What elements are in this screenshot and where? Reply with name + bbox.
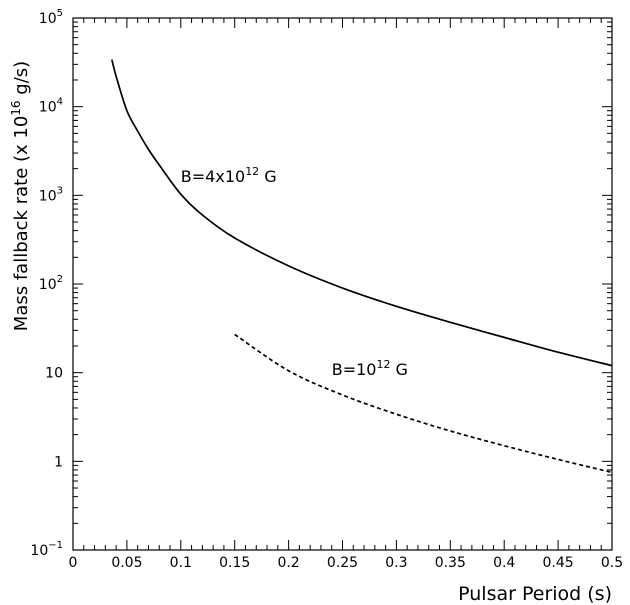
- y-tick-labels: 10−1 1 10 102 103 104 105: [30, 8, 63, 559]
- x-tick-labels: 0 0.05 0.1 0.15 0.2 0.25 0.3 0.35 0.4 0.45 0.5: [69, 555, 624, 571]
- annotation-b4e12: B=4x1012 G: [181, 165, 277, 186]
- x-tick-label: 0: [69, 555, 78, 571]
- y-axis-title: Mass fallback rate (x 1016 g/s): [9, 61, 32, 331]
- x-tick-label: 0.35: [435, 555, 466, 571]
- annotation-b1e12: B=1012 G: [332, 358, 408, 379]
- y-tick-label: 10−1: [30, 540, 63, 559]
- y-axis-title-suffix: g/s): [11, 61, 32, 101]
- y-tick-label: 103: [39, 185, 63, 204]
- series-layer: [112, 60, 612, 473]
- y-tick-label: 104: [39, 97, 63, 116]
- x-tick-label: 0.1: [170, 555, 192, 571]
- plot-frame: [73, 18, 612, 550]
- x-tick-label: 0.05: [111, 555, 142, 571]
- x-tick-label: 0.4: [493, 555, 515, 571]
- y-tick-label: 10: [45, 366, 63, 382]
- x-tick-label: 0.45: [543, 555, 574, 571]
- x-tick-label: 0.2: [277, 555, 299, 571]
- y-tick-label: 1: [54, 454, 63, 470]
- axis-ticks: [73, 18, 612, 550]
- y-axis-title-prefix: Mass fallback rate (x 10: [11, 116, 32, 332]
- x-tick-label: 0.25: [327, 555, 358, 571]
- x-tick-label: 0.3: [385, 555, 407, 571]
- x-tick-label: 0.15: [219, 555, 250, 571]
- y-axis-title-exponent: 16: [9, 100, 23, 115]
- y-tick-label: 105: [39, 8, 63, 27]
- series-line-b1e12: [235, 334, 612, 472]
- x-tick-label: 0.5: [601, 555, 623, 571]
- series-line-b4e12: [112, 60, 612, 366]
- annotations: B=4x1012 G B=1012 G: [181, 165, 408, 379]
- x-axis-title: Pulsar Period (s): [458, 583, 612, 605]
- y-tick-label: 102: [39, 274, 63, 293]
